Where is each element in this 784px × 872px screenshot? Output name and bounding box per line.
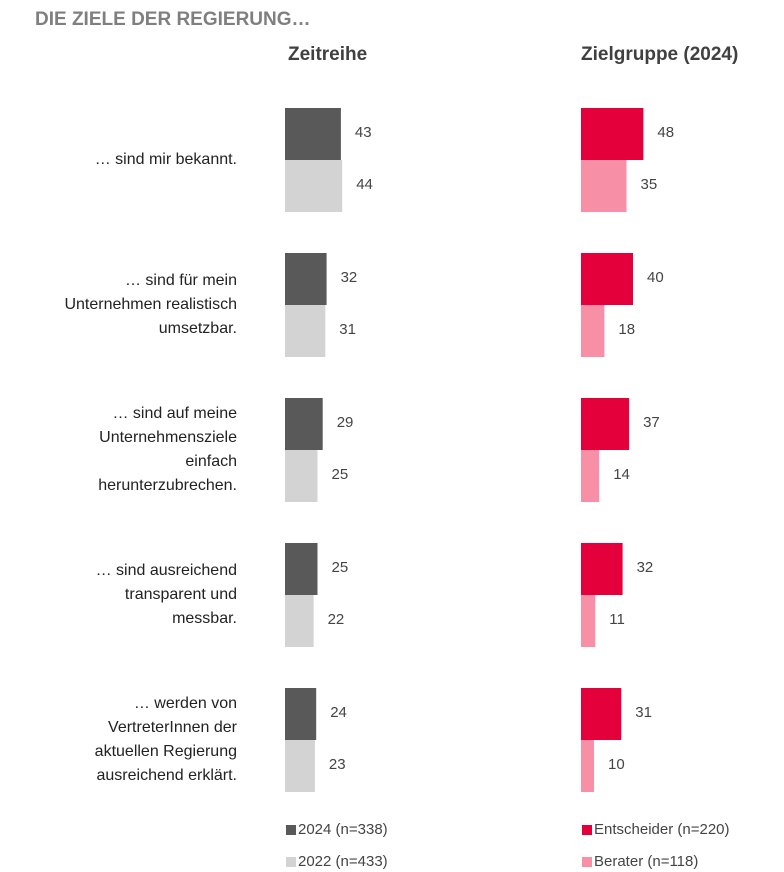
data-label: 44 <box>356 176 373 193</box>
panel-title: Zeitreihe <box>288 44 368 65</box>
bar <box>581 253 633 305</box>
data-label: 14 <box>613 466 630 483</box>
bar <box>285 543 318 595</box>
data-label: 37 <box>643 414 660 431</box>
legend-swatch <box>582 825 592 835</box>
data-label: 25 <box>332 466 349 483</box>
legend-swatch <box>582 857 592 867</box>
data-label: 24 <box>330 704 347 721</box>
bar <box>581 543 623 595</box>
data-label: 35 <box>641 176 658 193</box>
legend-label: 2022 (n=433) <box>298 853 388 870</box>
data-label: 10 <box>608 756 625 773</box>
category-label: … werden von VertreterInnen der aktuelle… <box>94 695 237 784</box>
bar <box>581 160 627 212</box>
bar <box>581 108 644 160</box>
bar <box>581 450 600 502</box>
bar <box>581 740 594 792</box>
data-label: 29 <box>337 414 354 431</box>
category-label: … sind mir bekannt. <box>94 151 237 168</box>
bar <box>285 398 323 450</box>
bar <box>285 688 317 740</box>
legend-label: Berater (n=118) <box>594 853 698 870</box>
category-label: … sind für mein Unternehmen realistisch … <box>64 272 237 337</box>
bar <box>581 305 605 357</box>
data-label: 32 <box>637 559 654 576</box>
bar <box>285 450 318 502</box>
data-label: 18 <box>618 321 635 338</box>
bar <box>581 595 596 647</box>
panel-title: Zielgruppe (2024) <box>581 44 739 65</box>
bar <box>285 740 315 792</box>
bar <box>285 595 314 647</box>
data-label: 25 <box>332 559 349 576</box>
legend-label: 2024 (n=338) <box>298 821 388 838</box>
data-label: 31 <box>339 321 356 338</box>
heading: DIE ZIELE DER REGIERUNG… <box>35 9 311 30</box>
data-label: 11 <box>609 611 625 628</box>
data-label: 40 <box>647 269 664 286</box>
legend-swatch <box>286 857 296 867</box>
data-label: 23 <box>329 756 346 773</box>
bar <box>285 108 341 160</box>
category-label: … sind auf meine Unternehmensziele einfa… <box>98 405 237 494</box>
legend-label: Entscheider (n=220) <box>594 821 730 838</box>
data-label: 48 <box>657 124 674 141</box>
bar <box>581 398 630 450</box>
bar <box>285 305 326 357</box>
data-label: 32 <box>341 269 358 286</box>
legend-swatch <box>286 825 296 835</box>
data-label: 43 <box>355 124 372 141</box>
data-label: 22 <box>328 611 345 628</box>
data-label: 31 <box>635 704 652 721</box>
bar <box>285 160 343 212</box>
category-label: … sind ausreichend transparent und messb… <box>95 562 237 627</box>
bar <box>285 253 327 305</box>
bar <box>581 688 622 740</box>
